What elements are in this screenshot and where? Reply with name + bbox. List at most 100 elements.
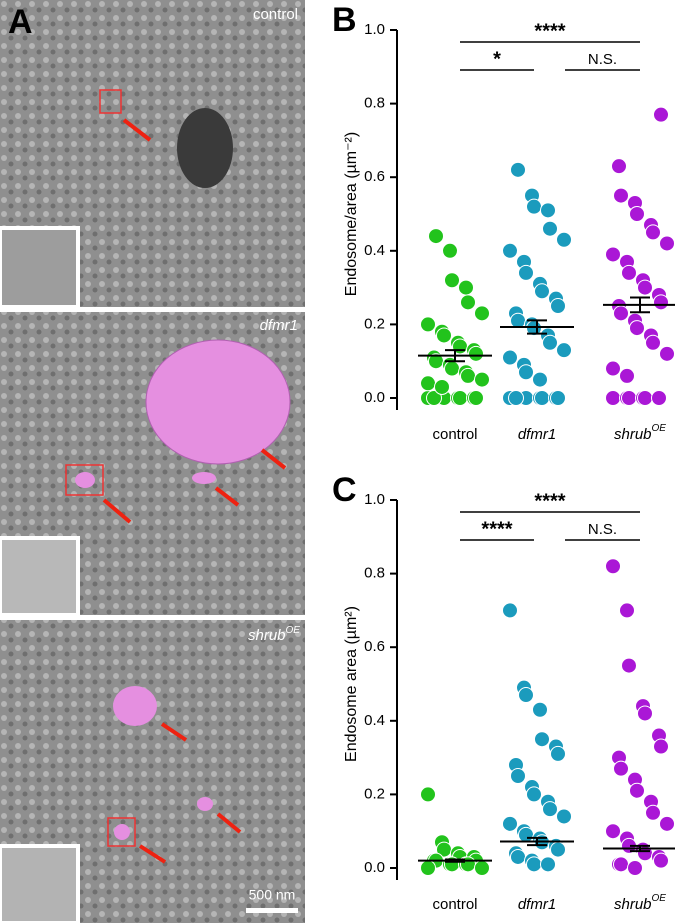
data-point [510, 768, 526, 784]
x-tick-label: shrubOE [614, 893, 666, 913]
significance-label: * [493, 48, 501, 70]
data-point [627, 860, 643, 876]
endosome [197, 797, 213, 811]
data-point [540, 856, 556, 873]
data-point [534, 731, 550, 748]
endosome [75, 472, 95, 488]
data-point [621, 264, 637, 281]
error-bar [630, 296, 650, 314]
y-tick-label: 0.0 [364, 389, 385, 406]
category-sup: OE [652, 423, 667, 434]
data-point [502, 815, 518, 832]
data-point [458, 279, 474, 296]
scale-bar [246, 908, 298, 913]
y-tick-label: 0.8 [364, 95, 385, 112]
category: dfmr1 [518, 426, 556, 443]
inset [0, 844, 80, 923]
data-point [542, 220, 558, 237]
category: control [432, 896, 477, 913]
y-tick-label: 0.8 [364, 565, 385, 582]
data-point [621, 657, 637, 674]
data-point [420, 316, 436, 333]
data-point [518, 364, 534, 381]
data-point [428, 228, 444, 245]
data-point [508, 390, 524, 406]
category: control [432, 426, 477, 443]
image-label: control [253, 6, 298, 23]
endosome [114, 824, 130, 840]
data-point [605, 558, 621, 575]
data-point [613, 856, 629, 873]
data-point [532, 701, 548, 718]
x-tick-label: shrubOE [614, 423, 666, 443]
image-label: shrubOE [248, 625, 300, 644]
data-point [637, 279, 653, 296]
significance-label: N.S. [588, 521, 617, 538]
data-point [542, 334, 558, 351]
panel-a: A control dfmr1 shrubOE 500 nm [0, 0, 305, 923]
data-point [556, 231, 572, 248]
data-point [468, 390, 484, 406]
data-point [542, 801, 558, 818]
data-point [653, 294, 669, 311]
endosome [113, 686, 157, 726]
panel-label: C [332, 471, 357, 509]
data-point [605, 246, 621, 263]
data-point [629, 320, 645, 337]
data-point [420, 375, 436, 392]
data-point [653, 852, 669, 869]
x-tick-label: control [432, 426, 477, 443]
data-point [474, 860, 490, 876]
data-point [518, 264, 534, 281]
data-point [534, 283, 550, 300]
data-point [526, 198, 542, 215]
inset-box [65, 464, 104, 496]
image-label: dfmr1 [260, 317, 298, 334]
data-point [526, 856, 542, 873]
data-point [518, 687, 534, 704]
data-point [420, 860, 436, 876]
error-bar [445, 858, 465, 863]
y-tick-label: 0.6 [364, 168, 385, 185]
y-tick-label: 1.0 [364, 491, 385, 508]
data-point [460, 367, 476, 384]
image-label-main: shrub [248, 627, 286, 644]
data-point [510, 312, 526, 329]
data-point [659, 815, 675, 832]
data-point [434, 378, 450, 395]
data-point [605, 823, 621, 840]
significance-label: **** [481, 518, 512, 540]
data-point [613, 187, 629, 204]
data-point [550, 298, 566, 314]
data-point [534, 390, 550, 406]
panel-label: B [332, 1, 357, 39]
category: dfmr1 [518, 896, 556, 913]
y-axis-label: Endosome area (µm²) [343, 606, 360, 762]
data-point [502, 602, 518, 619]
x-tick-label: dfmr1 [518, 426, 556, 443]
data-point [444, 272, 460, 289]
error-bar [527, 319, 547, 335]
scale-bar-label: 500 nm [249, 887, 296, 903]
y-tick-label: 1.0 [364, 21, 385, 38]
data-point [637, 705, 653, 722]
category-sup: OE [652, 893, 667, 904]
data-point [420, 786, 436, 803]
endosome [192, 472, 216, 484]
data-point [510, 848, 526, 865]
data-point [474, 371, 490, 388]
data-point [460, 294, 476, 311]
data-point [659, 345, 675, 362]
data-point [518, 826, 534, 843]
data-point [645, 224, 661, 241]
data-point [653, 106, 669, 123]
data-point [442, 242, 458, 259]
data-point [532, 371, 548, 388]
data-point [468, 345, 484, 362]
data-point [621, 390, 637, 406]
data-point [613, 760, 629, 777]
y-tick-label: 0.6 [364, 638, 385, 655]
data-point [540, 202, 556, 219]
category: shrub [614, 426, 652, 443]
